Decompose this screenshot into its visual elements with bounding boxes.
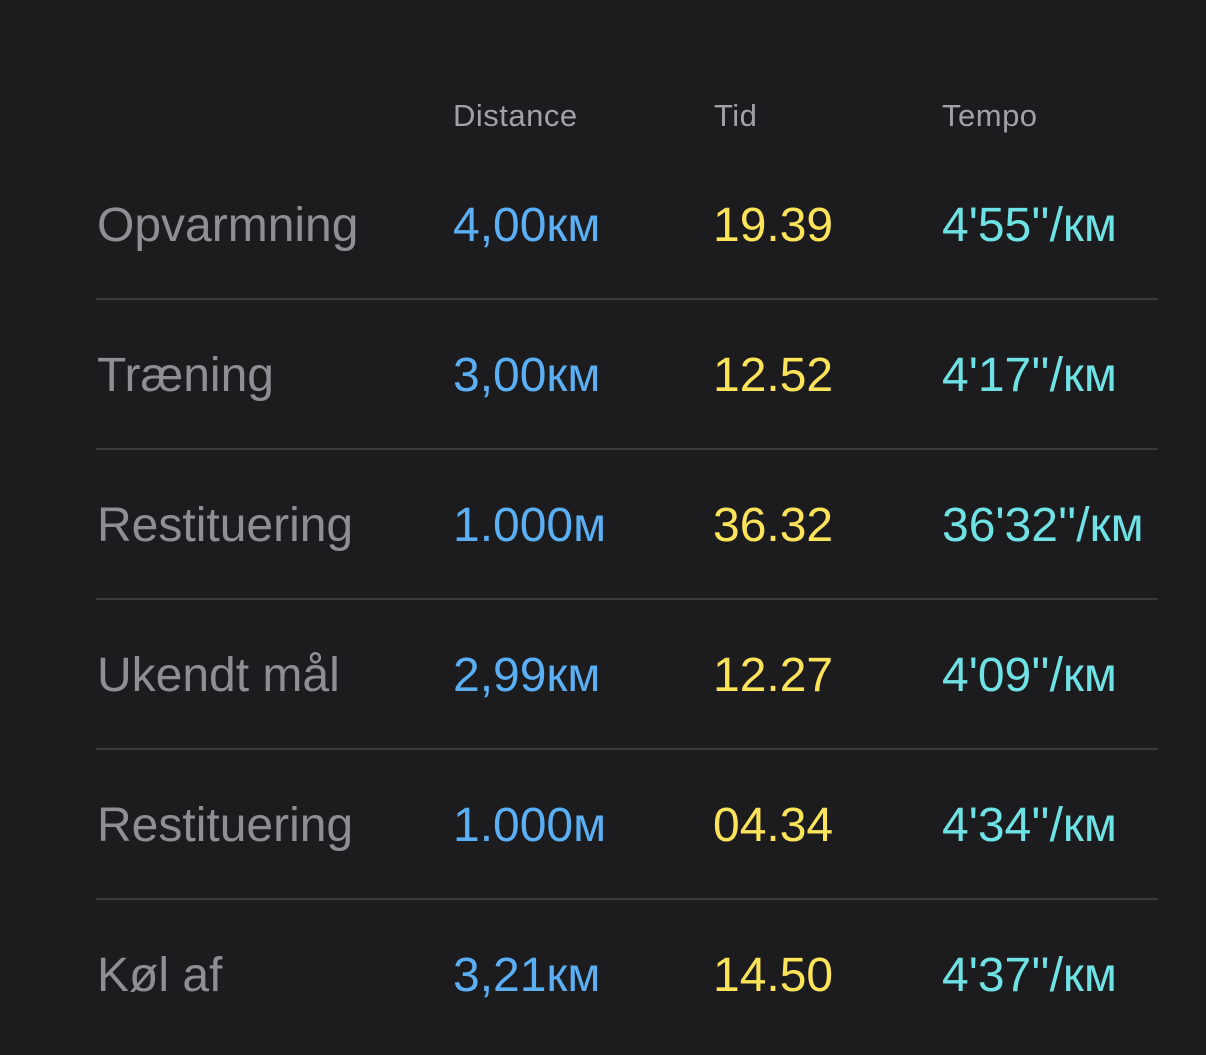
segment-label: Restituering xyxy=(97,499,354,552)
segment-label: Køl af xyxy=(97,949,223,1002)
row-divider xyxy=(96,298,1158,300)
segment-distance: 2,99км xyxy=(453,649,601,702)
segment-time: 12.27 xyxy=(713,649,834,702)
segment-pace: 4'09''/км xyxy=(942,649,1117,702)
segment-label: Træning xyxy=(97,349,274,402)
segment-distance: 1.000м xyxy=(453,499,607,552)
segment-pace: 4'55''/км xyxy=(942,199,1117,252)
segment-time: 12.52 xyxy=(713,349,834,402)
table-row: Restituering 1.000м 36.32 36'32''/км xyxy=(0,450,1206,600)
row-divider xyxy=(96,598,1158,600)
segment-time: 36.32 xyxy=(713,499,834,552)
row-divider xyxy=(96,448,1158,450)
segment-distance: 4,00км xyxy=(453,199,601,252)
segment-pace: 4'17''/км xyxy=(942,349,1117,402)
header-distance: Distance xyxy=(453,98,578,133)
segment-distance: 3,21км xyxy=(453,949,601,1002)
row-divider xyxy=(96,898,1158,900)
table-row: Køl af 3,21км 14.50 4'37''/км xyxy=(0,900,1206,1050)
segment-time: 14.50 xyxy=(713,949,834,1002)
header-tempo: Tempo xyxy=(942,98,1038,133)
row-divider xyxy=(96,748,1158,750)
segment-pace: 4'37''/км xyxy=(942,949,1117,1002)
table-row: Ukendt mål 2,99км 12.27 4'09''/км xyxy=(0,600,1206,750)
table-row: Opvarmning 4,00км 19.39 4'55''/км xyxy=(0,150,1206,300)
column-header: Distance Tid Tempo xyxy=(0,98,1206,138)
segment-time: 19.39 xyxy=(713,199,834,252)
segment-pace: 36'32''/км xyxy=(942,499,1144,552)
segment-pace: 4'34''/км xyxy=(942,799,1117,852)
table-row: Træning 3,00км 12.52 4'17''/км xyxy=(0,300,1206,450)
segment-label: Restituering xyxy=(97,799,354,852)
segment-label: Opvarmning xyxy=(97,199,359,252)
segment-distance: 3,00км xyxy=(453,349,601,402)
segment-distance: 1.000м xyxy=(453,799,607,852)
table-row: Restituering 1.000м 04.34 4'34''/км xyxy=(0,750,1206,900)
segment-time: 04.34 xyxy=(713,799,834,852)
segment-label: Ukendt mål xyxy=(97,649,340,702)
segments-table: Opvarmning 4,00км 19.39 4'55''/км Trænin… xyxy=(0,150,1206,1050)
header-tid: Tid xyxy=(714,98,758,133)
